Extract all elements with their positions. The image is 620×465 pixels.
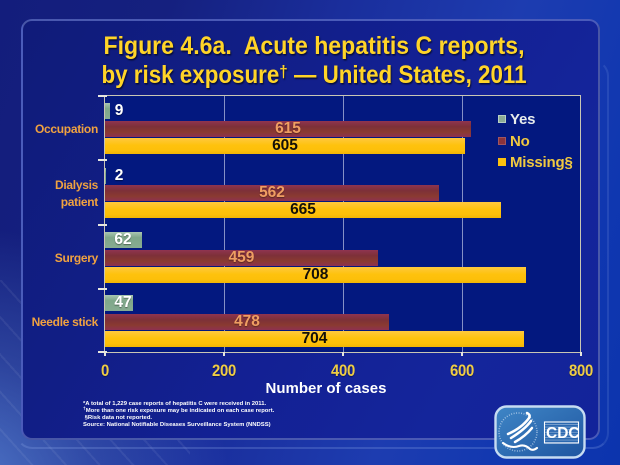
- svg-text:CDC: CDC: [546, 425, 580, 442]
